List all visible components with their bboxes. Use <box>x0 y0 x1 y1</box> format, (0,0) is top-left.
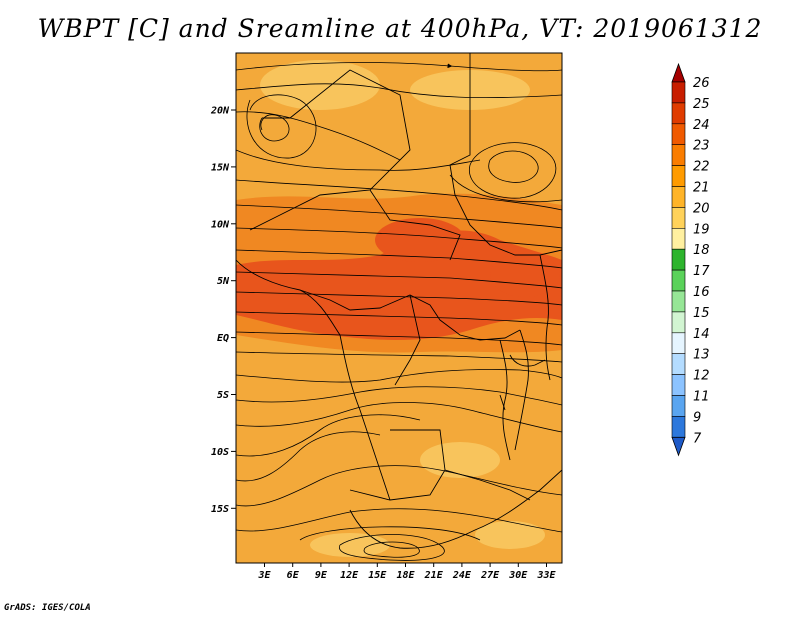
colorbar-segment <box>671 81 686 104</box>
lon-tick-label: 21E <box>424 570 444 581</box>
colorbar-label: 12 <box>693 369 710 384</box>
latitude-axis: 20N 15N 10N 5N EQ 5S 10S 15S <box>210 106 236 515</box>
colorbar-segment <box>671 228 686 250</box>
colorbar-top-arrow <box>671 62 686 83</box>
lon-tick-label: 15E <box>368 570 387 581</box>
colorbar-label: 24 <box>693 118 710 133</box>
colorbar-segment <box>671 123 686 146</box>
colorbar-label: 23 <box>693 139 710 154</box>
lon-tick-label: 3E <box>257 570 271 581</box>
lat-tick-label: 10S <box>211 447 229 458</box>
colorbar-label: 7 <box>693 431 702 446</box>
lon-tick-label: 30E <box>508 570 528 581</box>
colorbar-segment <box>671 332 686 354</box>
colorbar-segment <box>671 102 686 125</box>
grads-credit: GrADS: IGES/COLA <box>4 603 91 613</box>
colorbar-label: 16 <box>693 285 710 300</box>
lat-tick-label: 15S <box>211 504 229 515</box>
map-frame <box>235 52 563 564</box>
colorbar-segment <box>671 374 686 396</box>
colorbar-segment <box>671 144 686 166</box>
lat-tick-label: 10N <box>211 219 230 230</box>
lat-tick-label: 15N <box>211 162 230 173</box>
colorbar-label: 20 <box>693 201 710 216</box>
colorbar-label: 15 <box>693 306 710 321</box>
lon-tick-label: 24E <box>452 570 472 581</box>
colorbar-segment <box>671 248 686 271</box>
lat-tick-label: 20N <box>210 106 230 117</box>
colorbar-segment <box>671 207 686 229</box>
chart-title: WBPT [C] and Sreamline at 400hPa, VT: 20… <box>37 14 763 43</box>
lon-tick-label: 33E <box>536 570 556 581</box>
colorbar-label: 22 <box>693 160 710 175</box>
colorbar-segment <box>671 311 686 334</box>
colorbar-label: 17 <box>693 264 710 279</box>
lat-tick-label: 5S <box>217 390 229 401</box>
colorbar-label: 25 <box>693 97 710 112</box>
country-borders <box>236 53 562 549</box>
colorbar-segment <box>671 353 686 375</box>
lat-tick-label: EQ <box>217 333 229 344</box>
lon-tick-label: 27E <box>480 570 500 581</box>
colorbar-segment <box>671 395 686 417</box>
colorbar-segment <box>671 290 686 313</box>
colorbar-label: 14 <box>693 327 710 342</box>
colorbar-label: 26 <box>693 76 710 91</box>
cool-temperature-patches <box>260 60 545 557</box>
colorbar: 26 25 24 23 22 21 20 19 18 17 16 15 14 13 12 11 9 7 <box>671 62 710 457</box>
colorbar-label: 19 <box>693 222 710 237</box>
colorbar-segment <box>671 416 686 438</box>
longitude-axis: 3E 6E 9E 12E 15E 18E 21E 24E 27E 30E 33E <box>257 563 557 581</box>
lon-tick-label: 9E <box>315 570 328 581</box>
lon-tick-label: 18E <box>396 570 415 581</box>
colorbar-segment <box>671 269 686 292</box>
colorbar-label: 11 <box>693 390 710 405</box>
colorbar-segment <box>671 165 686 187</box>
colorbar-label: 21 <box>693 181 710 196</box>
colorbar-label: 13 <box>693 348 710 363</box>
lon-tick-label: 12E <box>340 570 359 581</box>
lon-tick-label: 6E <box>287 570 300 581</box>
lat-tick-label: 5N <box>217 276 230 287</box>
colorbar-label: 18 <box>693 243 710 258</box>
streamlines <box>236 62 562 561</box>
colorbar-bottom-arrow <box>671 436 686 457</box>
colorbar-segment <box>671 186 686 208</box>
colorbar-label: 9 <box>693 410 701 425</box>
